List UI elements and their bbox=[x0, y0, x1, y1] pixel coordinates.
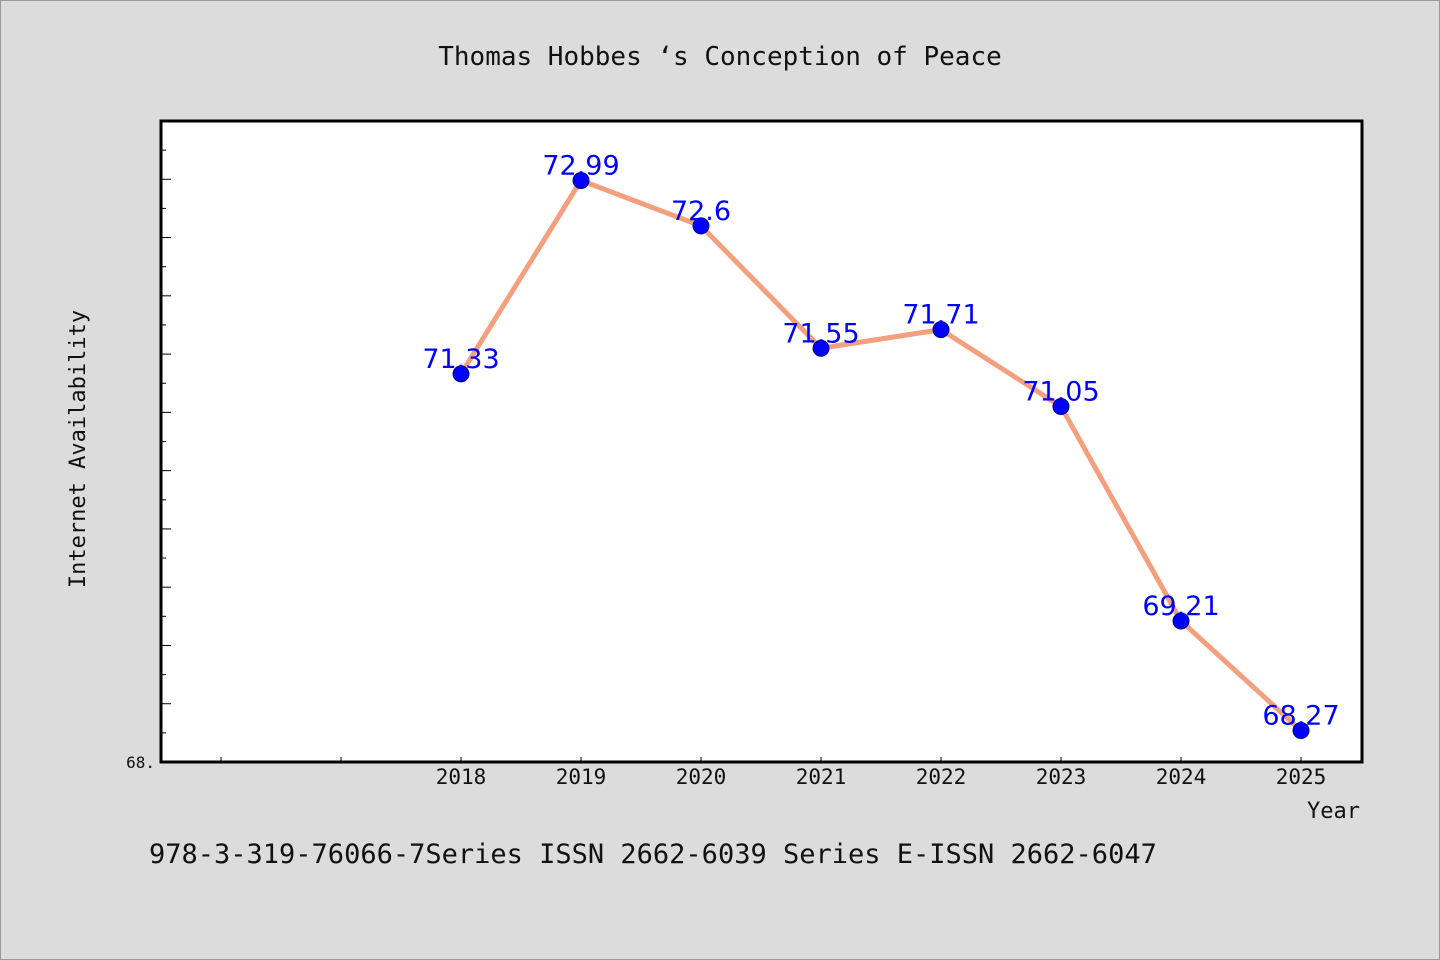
data-point bbox=[1052, 398, 1070, 416]
data-point bbox=[572, 171, 590, 189]
data-point bbox=[812, 339, 830, 357]
data-point bbox=[1292, 722, 1310, 740]
x-tick-label: 2018 bbox=[436, 765, 487, 789]
data-label: 72.99 bbox=[542, 150, 619, 181]
y-axis-ticks bbox=[161, 120, 171, 763]
x-axis-ticks bbox=[220, 757, 1302, 762]
x-tick-label: 2023 bbox=[1036, 765, 1087, 789]
x-tick-label: 2025 bbox=[1276, 765, 1327, 789]
data-point bbox=[1172, 612, 1190, 630]
data-label: 71.05 bbox=[1022, 377, 1099, 408]
data-label: 69.21 bbox=[1142, 591, 1219, 622]
series-line bbox=[458, 177, 1304, 734]
x-tick-label: 2024 bbox=[1156, 765, 1207, 789]
x-tick-label: 2022 bbox=[916, 765, 967, 789]
x-axis-title: Year bbox=[1307, 799, 1360, 824]
data-label: 72.6 bbox=[671, 196, 731, 227]
y-axis-title: Internet Availability bbox=[66, 310, 91, 588]
x-axis-tick-labels: 2018 2019 2020 2021 2022 2023 2024 2025 bbox=[436, 765, 1327, 789]
x-tick-label: 2021 bbox=[796, 765, 847, 789]
x-tick-label: 2020 bbox=[676, 765, 727, 789]
series-lines bbox=[458, 177, 1304, 734]
x-tick-label: 2019 bbox=[556, 765, 607, 789]
data-label: 71.55 bbox=[782, 318, 859, 349]
data-label: 71.71 bbox=[902, 300, 979, 331]
footer-isbn-text: 978-3-319-76066-7Series ISSN 2662-6039 S… bbox=[149, 839, 1157, 870]
data-point bbox=[932, 321, 950, 339]
data-label: 71.33 bbox=[422, 344, 499, 375]
plot-area bbox=[159, 119, 1364, 764]
data-point bbox=[692, 217, 710, 235]
chart-title: Thomas Hobbes ‘s Conception of Peace bbox=[438, 42, 1002, 72]
data-point bbox=[452, 365, 470, 383]
series-points bbox=[452, 171, 1310, 740]
data-label: 68.27 bbox=[1262, 701, 1339, 732]
data-labels: 71.33 72.99 72.6 71.55 71.71 71.05 69.21 68.27 bbox=[422, 150, 1339, 731]
y-axis-min-label: 68. bbox=[126, 753, 155, 772]
